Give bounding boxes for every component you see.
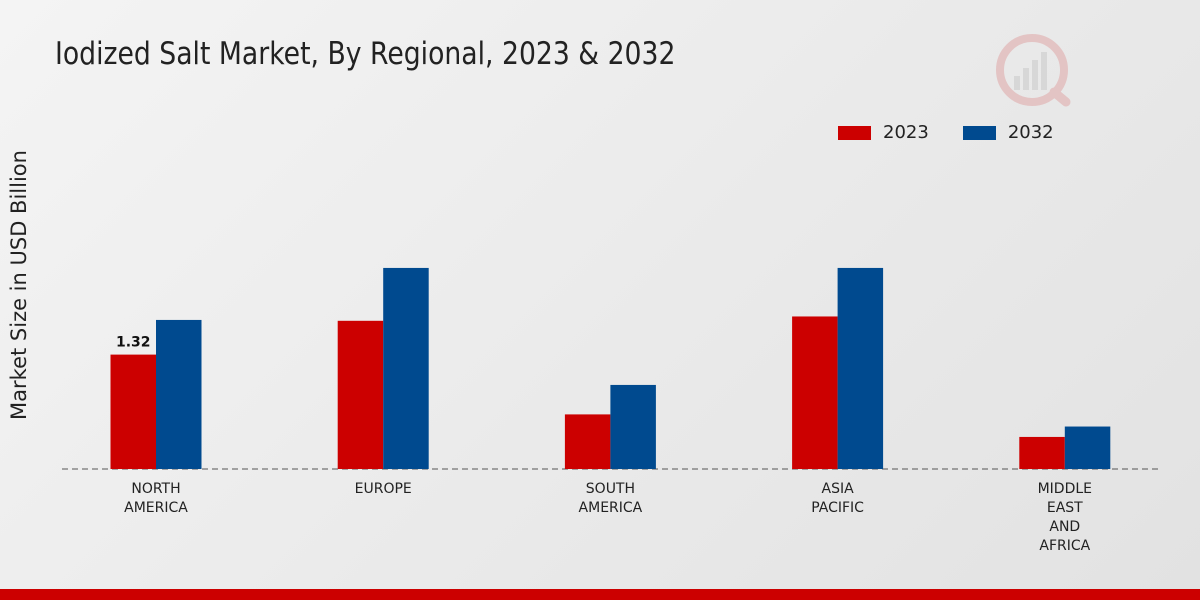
bar-2023-1[interactable]: [337, 320, 384, 469]
x-tick-label: NORTH: [131, 481, 180, 497]
x-tick-label: AND: [1049, 519, 1080, 535]
bar-2032-0[interactable]: [156, 319, 202, 469]
legend-item-2023[interactable]: 2023: [838, 122, 929, 143]
x-tick-label: ASIA: [822, 481, 855, 497]
legend-swatch-2032: [962, 125, 996, 140]
x-tick-label: AFRICA: [1039, 538, 1090, 554]
x-tick-label: AMERICA: [579, 500, 643, 516]
x-tick-label: SOUTH: [586, 481, 635, 497]
bar-2023-4[interactable]: [1019, 436, 1065, 469]
watermark-logo-icon: [996, 34, 1071, 107]
legend-label-2023: 2023: [883, 122, 929, 143]
legend-label-2032: 2032: [1007, 122, 1054, 143]
x-tick-label: PACIFIC: [811, 500, 864, 516]
bar-2023-3[interactable]: [792, 316, 838, 469]
chart-title: Iodized Salt Market, By Regional, 2023 &…: [55, 36, 676, 72]
bar-2032-2[interactable]: [610, 384, 656, 469]
data-label: 1.32: [116, 335, 151, 351]
x-tick-label: EAST: [1047, 500, 1083, 516]
legend: 2023 2032: [838, 122, 1088, 143]
bar-2032-1[interactable]: [383, 267, 429, 469]
bar-2032-3[interactable]: [837, 267, 884, 469]
legend-swatch-2023: [838, 125, 871, 140]
x-tick-label: AMERICA: [124, 500, 188, 516]
bar-2023-0[interactable]: [110, 354, 157, 469]
legend-item-2032[interactable]: 2032: [962, 122, 1054, 143]
bar-2032-4[interactable]: [1064, 426, 1111, 469]
bar-2023-2[interactable]: [564, 414, 611, 469]
bottom-accent-bar: [0, 589, 1200, 600]
x-tick-label: EUROPE: [355, 481, 412, 497]
x-tick-label: MIDDLE: [1038, 481, 1092, 497]
